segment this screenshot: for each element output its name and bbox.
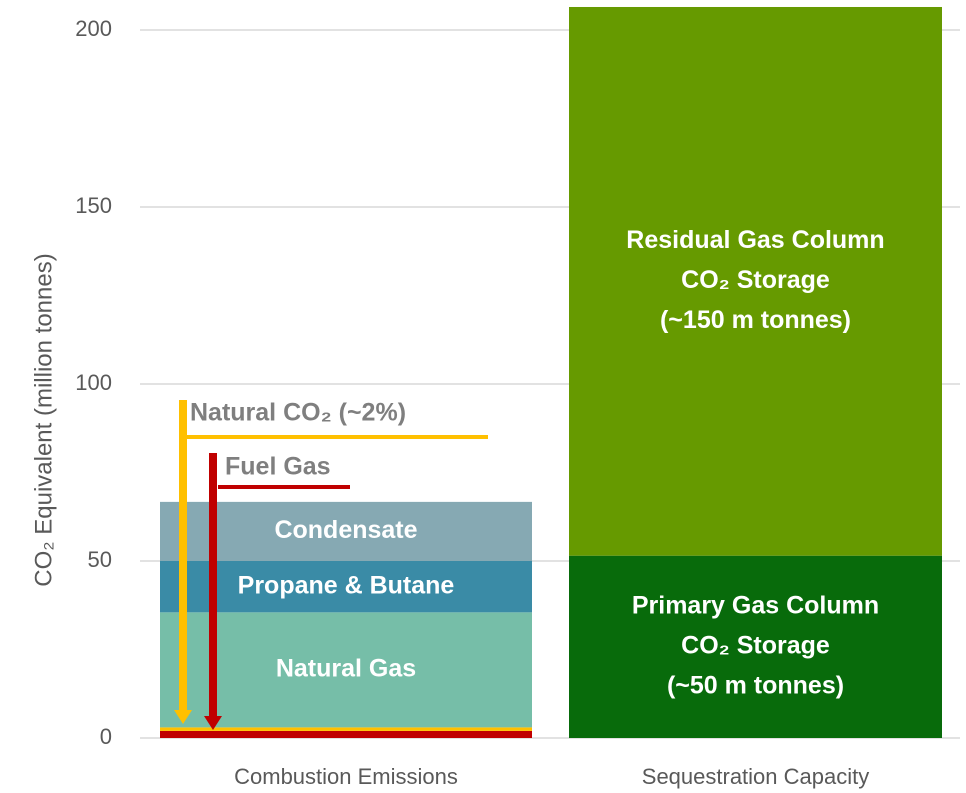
arrow-head [174, 710, 192, 724]
segment-label: CO₂ Storage [681, 631, 830, 659]
segment-label: CO₂ Storage [681, 266, 830, 294]
y-tick-label: 50 [88, 547, 112, 572]
segment-label: Natural Gas [276, 654, 416, 682]
x-tick-label: Combustion Emissions [234, 764, 458, 789]
bar-segment [160, 727, 532, 731]
segment-label: Propane & Butane [238, 571, 455, 599]
bar-segment [569, 6, 942, 556]
bar-segment [160, 612, 532, 728]
segment-label: (~150 m tonnes) [660, 306, 851, 334]
bar-segment [160, 730, 532, 738]
segment-label: Primary Gas Column [632, 591, 879, 619]
arrow-head [204, 716, 222, 730]
annotation-label: Natural CO₂ (~2%) [190, 399, 406, 427]
segment-label: Condensate [274, 516, 417, 544]
x-tick-label: Sequestration Capacity [642, 764, 869, 789]
segment-label: Residual Gas Column [626, 226, 884, 254]
bar-segment [160, 501, 532, 561]
bar-segment [569, 555, 942, 738]
y-tick-label: 200 [75, 16, 112, 41]
bar-segment [160, 561, 532, 613]
y-tick-label: 100 [75, 370, 112, 395]
y-tick-label: 0 [100, 724, 112, 749]
y-tick-label: 150 [75, 193, 112, 218]
y-axis-label: CO₂ Equivalent (million tonnes) [30, 253, 57, 586]
annotation-label: Fuel Gas [225, 453, 331, 481]
segment-label: (~50 m tonnes) [667, 671, 844, 699]
